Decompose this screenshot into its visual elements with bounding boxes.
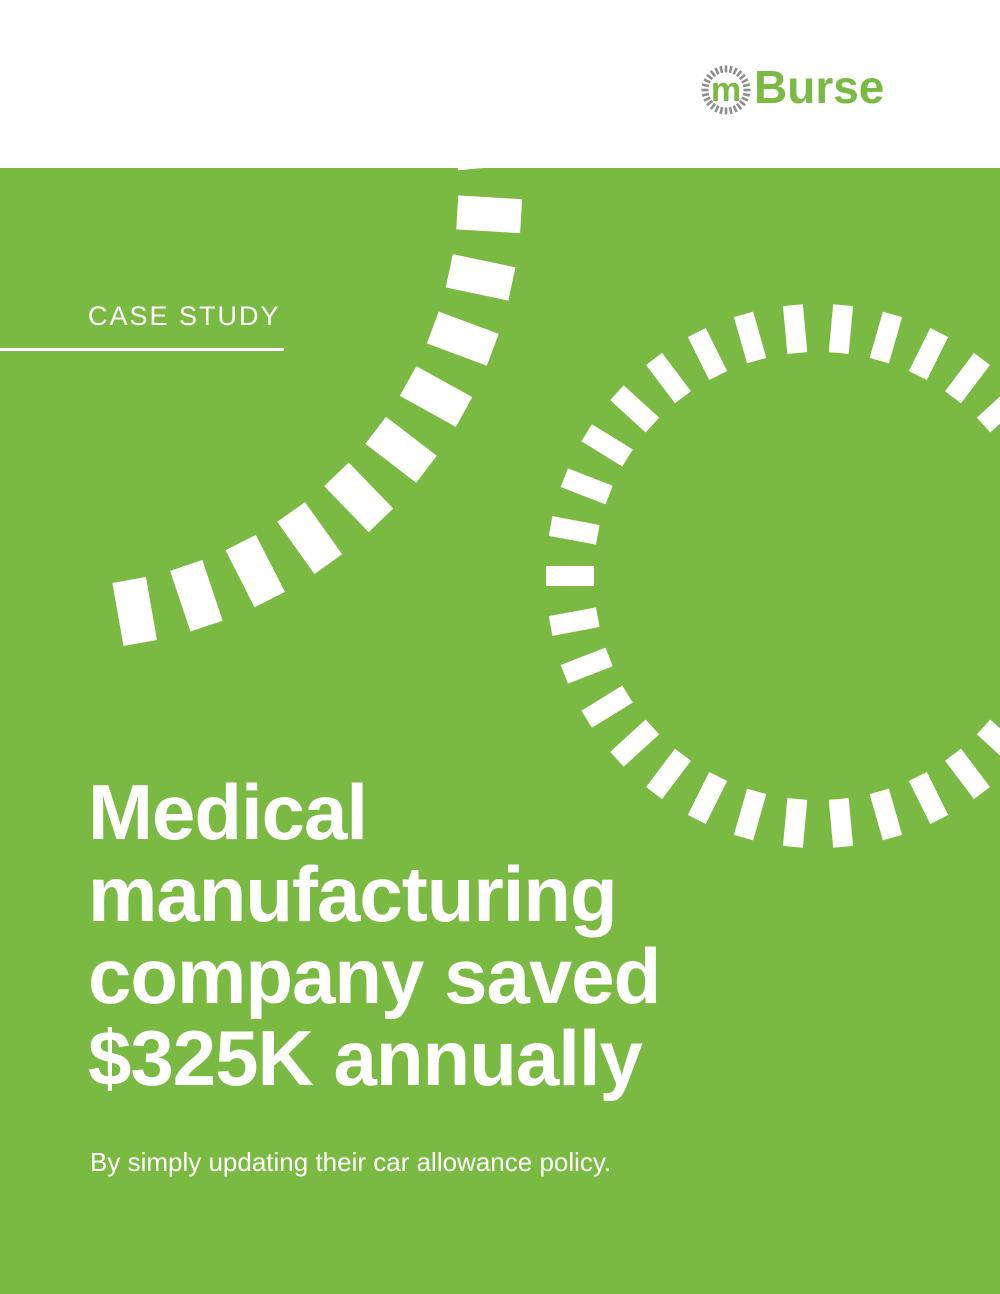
dash	[976, 385, 1000, 433]
headline-line: manufacturing	[88, 850, 618, 938]
cover-headline: Medical manufacturing company saved $325…	[88, 771, 948, 1099]
dash	[782, 304, 808, 354]
logo-ring-tick	[732, 67, 738, 75]
headline-line: $325K annually	[88, 1014, 643, 1102]
logo-ring-tick	[701, 83, 710, 88]
dash	[646, 748, 691, 800]
logo-ring-tick	[706, 99, 714, 107]
case-study-label: CASE STUDY	[88, 301, 281, 331]
dash	[733, 788, 767, 841]
dash-ring-right	[546, 304, 1000, 848]
dash	[828, 798, 854, 848]
logo-ring-tick	[728, 106, 733, 115]
headline-line: Medical	[88, 768, 368, 856]
cover-subheading: By simply updating their car allowance p…	[90, 1147, 612, 1177]
dash	[455, 168, 522, 171]
dash	[548, 607, 600, 636]
logo-ring-tick	[741, 78, 749, 84]
dash-arc-left	[112, 168, 523, 646]
logo-ring-tick	[719, 106, 724, 115]
dash	[170, 560, 223, 632]
logo-ring-tick	[732, 105, 738, 113]
dash	[610, 719, 660, 767]
dash	[560, 468, 613, 505]
dash	[687, 328, 728, 380]
dash	[365, 416, 437, 483]
dash	[782, 798, 808, 848]
dash	[112, 577, 157, 646]
logo-ring-tick	[735, 102, 743, 110]
eyebrow-divider	[0, 348, 284, 351]
logo-ring-icon	[701, 65, 751, 115]
logo-ring-tick	[709, 102, 717, 110]
logo-ring-tick	[724, 65, 728, 73]
dash	[225, 534, 285, 608]
logo-ring-tick	[714, 67, 720, 75]
logo-mark-letter: m	[711, 71, 741, 109]
logo-ring-tick	[738, 99, 746, 107]
dash	[324, 462, 394, 533]
logo-ring-tick	[719, 65, 724, 74]
dash	[976, 719, 1000, 767]
dash	[869, 788, 903, 841]
dash	[581, 685, 633, 728]
logo-ring-tick	[742, 92, 751, 97]
logo-ring-tick	[743, 88, 751, 92]
logo-ring-tick	[714, 105, 720, 113]
cover-panel: CASE STUDY Medical manufacturing company…	[0, 168, 1000, 1294]
dash	[687, 772, 728, 824]
dash	[908, 328, 949, 380]
logo-ring-tick	[703, 78, 711, 84]
decorative-dash-rings	[112, 168, 1000, 848]
dash	[945, 748, 990, 800]
dash	[277, 502, 343, 575]
mburse-logo: m Burse	[701, 61, 884, 115]
dash	[445, 254, 516, 301]
dash	[908, 772, 949, 824]
logo-ring-tick	[741, 96, 749, 102]
dash	[399, 366, 473, 427]
dash	[546, 566, 594, 586]
logo-ring-tick	[703, 96, 711, 102]
dash	[456, 195, 523, 234]
headline-line: company saved	[88, 932, 661, 1020]
dash	[733, 311, 767, 364]
dash	[581, 424, 633, 467]
page-header: m Burse	[0, 0, 1000, 168]
logo-ring-tick	[709, 70, 717, 78]
logo-ring-tick	[735, 70, 743, 78]
logo-ring-tick	[728, 65, 733, 74]
dash	[610, 385, 660, 433]
dash	[945, 352, 990, 404]
dash	[548, 516, 600, 545]
logo-ring-tick	[738, 73, 746, 81]
dash	[869, 311, 903, 364]
logo-ring-tick	[701, 88, 709, 92]
dash	[646, 352, 691, 404]
dash	[560, 647, 613, 684]
dash	[828, 304, 854, 354]
dash	[426, 311, 499, 366]
logo-wordmark: Burse	[754, 61, 884, 113]
logo-ring-tick	[724, 107, 728, 115]
logo-ring-tick	[701, 92, 710, 97]
logo-ring-tick	[742, 83, 751, 88]
logo-ring-tick	[706, 73, 714, 81]
